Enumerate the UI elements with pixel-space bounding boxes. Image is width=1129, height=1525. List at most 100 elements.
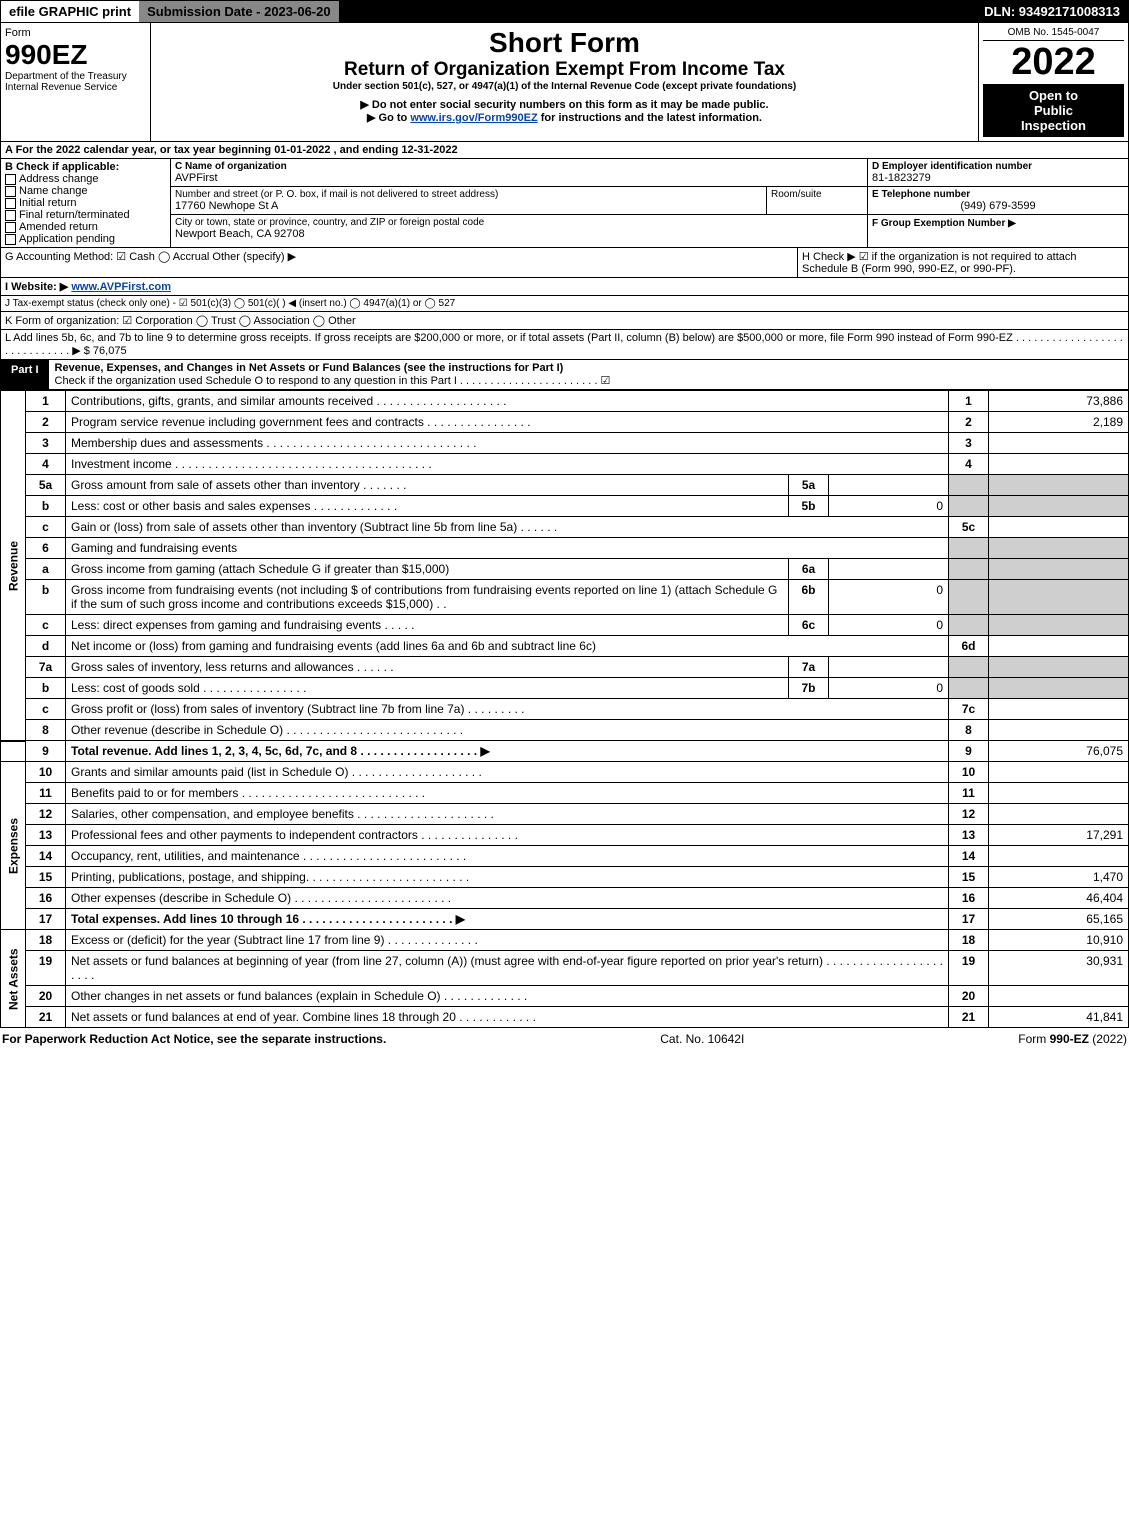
line-g: G Accounting Method: ☑ Cash ◯ Accrual Ot… <box>1 248 798 277</box>
dept-treasury: Department of the Treasury <box>5 71 146 82</box>
row-6d: dNet income or (loss) from gaming and fu… <box>1 636 1129 657</box>
box-b-title: B Check if applicable: <box>5 161 166 173</box>
side-expenses: Expenses <box>1 762 26 930</box>
address: 17760 Newhope St A <box>175 200 762 212</box>
org-name: AVPFirst <box>175 172 863 184</box>
label-phone: E Telephone number <box>872 189 1124 200</box>
title-return: Return of Organization Exempt From Incom… <box>155 59 974 81</box>
row-10: Expenses 10Grants and similar amounts pa… <box>1 762 1129 783</box>
label-city: City or town, state or province, country… <box>175 217 863 228</box>
box-def: D Employer identification number 81-1823… <box>868 159 1128 247</box>
subtitle: Under section 501(c), 527, or 4947(a)(1)… <box>155 81 974 92</box>
row-5b: bLess: cost or other basis and sales exp… <box>1 496 1129 517</box>
row-7b: bLess: cost of goods sold . . . . . . . … <box>1 678 1129 699</box>
txt-1: Contributions, gifts, grants, and simila… <box>66 391 949 412</box>
label-org-name: C Name of organization <box>175 161 863 172</box>
year-box: OMB No. 1545-0047 2022 Open to Public In… <box>978 23 1128 141</box>
label-address: Number and street (or P. O. box, if mail… <box>175 189 762 200</box>
line-l: L Add lines 5b, 6c, and 7b to line 9 to … <box>1 330 1128 359</box>
row-5c: cGain or (loss) from sale of assets othe… <box>1 517 1129 538</box>
inspection-2: Public <box>987 103 1120 118</box>
box-b: B Check if applicable: Address change Na… <box>1 159 171 247</box>
irs-link[interactable]: www.irs.gov/Form990EZ <box>410 112 537 124</box>
line-i-pre: I Website: ▶ <box>5 281 68 293</box>
ein: 81-1823279 <box>872 172 1124 184</box>
efile-label: efile GRAPHIC print <box>1 1 139 22</box>
row-21: 21Net assets or fund balances at end of … <box>1 1007 1129 1028</box>
website-link[interactable]: www.AVPFirst.com <box>71 281 171 293</box>
bcdef-row: B Check if applicable: Address change Na… <box>0 159 1129 248</box>
form-number: 990EZ <box>5 39 146 71</box>
val-1: 73,886 <box>989 391 1129 412</box>
tax-year: 2022 <box>983 41 1124 84</box>
form-word: Form <box>5 27 146 39</box>
row-13: 13Professional fees and other payments t… <box>1 825 1129 846</box>
opt-address-change[interactable]: Address change <box>5 173 166 185</box>
line-i-row: I Website: ▶ www.AVPFirst.com <box>0 278 1129 296</box>
row-9: 9Total revenue. Add lines 1, 2, 3, 4, 5c… <box>1 741 1129 762</box>
line-h: H Check ▶ ☑ if the organization is not r… <box>798 248 1128 277</box>
row-19: 19Net assets or fund balances at beginni… <box>1 951 1129 986</box>
goto-pre: ▶ Go to <box>367 112 410 124</box>
label-group-exemption: F Group Exemption Number ▶ <box>872 218 1016 229</box>
gh-row: G Accounting Method: ☑ Cash ◯ Accrual Ot… <box>0 248 1129 278</box>
section-a: A For the 2022 calendar year, or tax yea… <box>0 142 1129 159</box>
opt-amended[interactable]: Amended return <box>5 221 166 233</box>
submission-date: Submission Date - 2023-06-20 <box>139 1 339 22</box>
form-header: Form 990EZ Department of the Treasury In… <box>0 23 1129 142</box>
side-netassets: Net Assets <box>1 930 26 1028</box>
city-state-zip: Newport Beach, CA 92708 <box>175 228 863 240</box>
row-5a: 5aGross amount from sale of assets other… <box>1 475 1129 496</box>
row-6a: aGross income from gaming (attach Schedu… <box>1 559 1129 580</box>
line-j: J Tax-exempt status (check only one) - ☑… <box>1 296 1128 311</box>
row-11: 11Benefits paid to or for members . . . … <box>1 783 1129 804</box>
page-footer: For Paperwork Reduction Act Notice, see … <box>0 1028 1129 1050</box>
row-3: 3Membership dues and assessments . . . .… <box>1 433 1129 454</box>
ssn-warning: ▶ Do not enter social security numbers o… <box>155 98 974 111</box>
calendar-year: A For the 2022 calendar year, or tax yea… <box>1 142 1128 158</box>
row-7c: cGross profit or (loss) from sales of in… <box>1 699 1129 720</box>
line-k: K Form of organization: ☑ Corporation ◯ … <box>1 312 1128 329</box>
opt-final-return[interactable]: Final return/terminated <box>5 209 166 221</box>
line-i: I Website: ▶ www.AVPFirst.com <box>1 278 1128 295</box>
part1-title: Revenue, Expenses, and Changes in Net As… <box>55 362 1122 374</box>
row-6c: cLess: direct expenses from gaming and f… <box>1 615 1129 636</box>
inspection-1: Open to <box>987 88 1120 103</box>
label-ein: D Employer identification number <box>872 161 1124 172</box>
omb: OMB No. 1545-0047 <box>983 27 1124 41</box>
title-box: Short Form Return of Organization Exempt… <box>151 23 978 141</box>
goto-post: for instructions and the latest informat… <box>541 112 762 124</box>
top-bar: efile GRAPHIC print Submission Date - 20… <box>0 0 1129 23</box>
inspection-box: Open to Public Inspection <box>983 84 1124 137</box>
footer-right: Form 990-EZ (2022) <box>1018 1032 1127 1046</box>
row-18: Net Assets 18Excess or (deficit) for the… <box>1 930 1129 951</box>
row-20: 20Other changes in net assets or fund ba… <box>1 986 1129 1007</box>
opt-pending[interactable]: Application pending <box>5 233 166 245</box>
label-room: Room/suite <box>767 187 867 214</box>
irs-label: Internal Revenue Service <box>5 82 146 93</box>
row-15: 15Printing, publications, postage, and s… <box>1 867 1129 888</box>
footer-mid: Cat. No. 10642I <box>660 1032 744 1046</box>
row-12: 12Salaries, other compensation, and empl… <box>1 804 1129 825</box>
opt-initial-return[interactable]: Initial return <box>5 197 166 209</box>
phone: (949) 679-3599 <box>872 200 1124 212</box>
row-2: 2Program service revenue including gover… <box>1 412 1129 433</box>
box-c: C Name of organization AVPFirst Number a… <box>171 159 868 247</box>
title-short-form: Short Form <box>155 27 974 59</box>
row-6b: bGross income from fundraising events (n… <box>1 580 1129 615</box>
row-16: 16Other expenses (describe in Schedule O… <box>1 888 1129 909</box>
part1-grid: Revenue 1 Contributions, gifts, grants, … <box>0 390 1129 1028</box>
footer-left: For Paperwork Reduction Act Notice, see … <box>2 1032 386 1046</box>
row-6: 6Gaming and fundraising events <box>1 538 1129 559</box>
opt-name-change[interactable]: Name change <box>5 185 166 197</box>
side-revenue: Revenue <box>1 391 26 741</box>
row-14: 14Occupancy, rent, utilities, and mainte… <box>1 846 1129 867</box>
row-4: 4Investment income . . . . . . . . . . .… <box>1 454 1129 475</box>
row-8: 8Other revenue (describe in Schedule O) … <box>1 720 1129 741</box>
part1-header: Part I Revenue, Expenses, and Changes in… <box>0 360 1129 390</box>
row-1: Revenue 1 Contributions, gifts, grants, … <box>1 391 1129 412</box>
row-17: 17Total expenses. Add lines 10 through 1… <box>1 909 1129 930</box>
line-k-row: K Form of organization: ☑ Corporation ◯ … <box>0 312 1129 330</box>
line-j-row: J Tax-exempt status (check only one) - ☑… <box>0 296 1129 312</box>
dln: DLN: 93492171008313 <box>976 1 1128 22</box>
